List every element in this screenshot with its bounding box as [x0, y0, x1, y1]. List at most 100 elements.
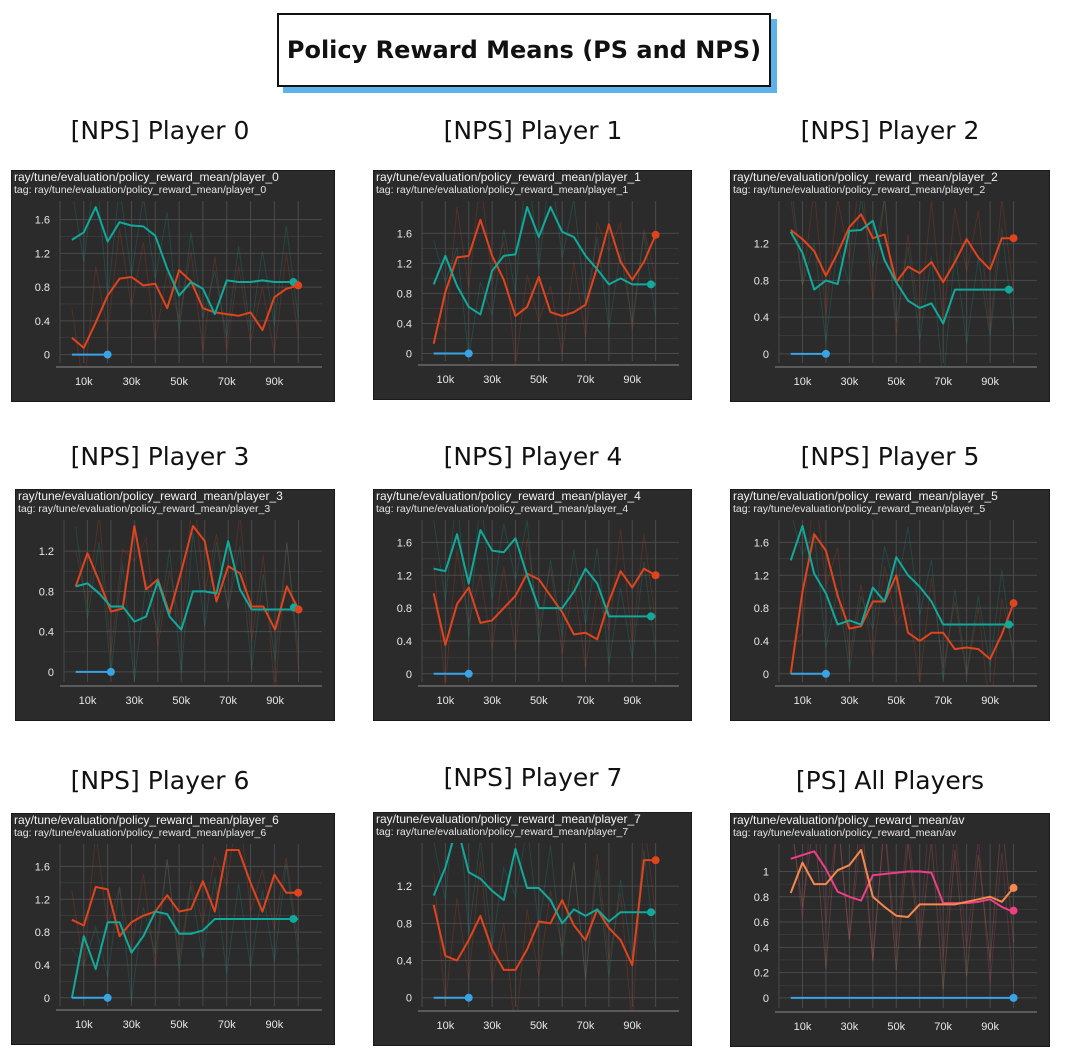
x-tick-label: 90k — [265, 376, 283, 388]
x-tick-label: 10k — [436, 1020, 454, 1032]
y-tick-label: 0.4 — [397, 956, 412, 968]
series-raw-trace — [71, 844, 299, 968]
panel-label: [NPS] Player 6 — [70, 766, 250, 795]
x-tick-label: 10k — [75, 376, 93, 388]
y-tick-label: 1.2 — [35, 248, 50, 260]
x-tick-label: 10k — [79, 695, 97, 707]
y-tick-label: 1.6 — [754, 537, 769, 549]
step-marker — [106, 667, 115, 676]
x-tick-label: 10k — [436, 374, 454, 386]
series-line — [70, 910, 299, 998]
series-raw-trace — [71, 858, 299, 1002]
chart-tag: tag: ray/tune/evaluation/policy_reward_m… — [376, 826, 629, 838]
line-chart: 0 0.4 0.8 1.2 1.6 10k 30k 50k 70k 90k — [35, 201, 322, 388]
series-line — [789, 533, 1015, 674]
y-tick-label: 0 — [44, 350, 50, 362]
line-chart: 0 0.4 0.8 1.2 1.6 10k 30k 50k 70k 90k — [397, 201, 679, 386]
y-tick-label: 0.4 — [35, 960, 50, 972]
series-raw-trace — [73, 201, 299, 337]
y-tick-label: 0 — [48, 667, 54, 679]
series-end-marker — [1004, 620, 1013, 629]
series-line — [71, 269, 299, 349]
y-tick-label: 1.2 — [35, 894, 50, 906]
panel-label: [NPS] Player 7 — [443, 763, 623, 792]
chart-header: ray/tune/evaluation/policy_reward_mean/p… — [376, 490, 641, 516]
chart-header: ray/tune/evaluation/policy_reward_mean/p… — [14, 814, 279, 840]
x-tick-label: 90k — [266, 695, 284, 707]
y-tick-label: 0 — [406, 993, 412, 1005]
x-tick-label: 70k — [577, 695, 595, 707]
chart-card: 0 0.4 0.8 1.2 10k 30k 50k 70k 90k ray/tune/evalua… — [730, 170, 1050, 402]
step-marker — [821, 669, 830, 678]
panel-label: [NPS] Player 2 — [800, 116, 980, 145]
series-end-marker — [1004, 285, 1013, 294]
x-tick-label: 90k — [265, 1019, 283, 1031]
y-tick-label: 1.2 — [754, 239, 769, 251]
x-tick-label: 10k — [794, 376, 812, 388]
series-end-marker — [651, 571, 660, 580]
y-tick-label: 0.8 — [754, 275, 769, 287]
chart-header: ray/tune/evaluation/policy_reward_mean/p… — [733, 171, 998, 197]
x-tick-label: 70k — [934, 695, 952, 707]
x-tick-label: 90k — [981, 695, 999, 707]
step-marker — [103, 350, 112, 359]
y-tick-label: 0.8 — [397, 288, 412, 300]
series-end-marker — [646, 612, 655, 621]
series-raw-trace — [792, 201, 1015, 367]
series-raw-trace — [793, 844, 1015, 987]
series-end-marker — [1009, 234, 1018, 243]
x-tick-label: 30k — [840, 1021, 858, 1033]
chart-card: 0 0.4 0.8 1.2 1.6 10k 30k 50k 70k 90k ray/tune/eva… — [373, 170, 692, 400]
chart-header: ray/tune/evaluation/policy_reward_mean/p… — [733, 490, 998, 516]
series-end-marker — [646, 908, 655, 917]
x-tick-label: 30k — [125, 695, 143, 707]
chart-metric-name: ray/tune/evaluation/policy_reward_mean/p… — [14, 170, 279, 184]
y-tick-label: 1.6 — [35, 215, 50, 227]
chart-metric-name: ray/tune/evaluation/policy_reward_mean/p… — [376, 170, 641, 184]
plot-area — [70, 844, 299, 1002]
y-tick-label: 0.4 — [35, 316, 50, 328]
y-tick-label: 1.2 — [397, 570, 412, 582]
plot-area — [432, 520, 657, 686]
step-marker — [103, 993, 112, 1002]
grid — [421, 520, 679, 682]
series-end-marker — [646, 280, 655, 289]
chart-card: 0 0.4 0.8 1.2 10k 30k 50k 70k 90k ray/tune/evalua… — [15, 489, 335, 721]
line-chart: 0 0.4 0.8 1.2 1.6 10k 30k 50k 70k 90k — [35, 844, 322, 1031]
x-tick-label: 50k — [170, 376, 188, 388]
x-tick-label: 30k — [483, 1020, 501, 1032]
y-tick-label: 0.8 — [754, 603, 769, 615]
chart-metric-name: ray/tune/evaluation/policy_reward_mean/p… — [14, 813, 279, 827]
grid — [59, 201, 322, 363]
x-tick-label: 10k — [436, 695, 454, 707]
y-tick-label: 0.8 — [35, 282, 50, 294]
page-title: Policy Reward Means (PS and NPS) — [277, 13, 771, 87]
y-tick-label: 0.4 — [754, 942, 769, 954]
step-marker — [821, 349, 830, 358]
y-tick-label: 1.2 — [397, 881, 412, 893]
chart-metric-name: ray/tune/evaluation/policy_reward_mean/p… — [376, 489, 641, 503]
series-line — [790, 850, 1014, 913]
series-line — [789, 849, 1015, 918]
series-raw-trace — [433, 201, 657, 358]
chart-tag: tag: ray/tune/evaluation/policy_reward_m… — [376, 184, 629, 196]
panel-label: [NPS] Player 4 — [443, 442, 623, 471]
x-tick-label: 50k — [172, 695, 190, 707]
y-tick-label: 1.2 — [754, 570, 769, 582]
y-tick-label: 0.8 — [397, 603, 412, 615]
series-end-marker — [1009, 599, 1018, 608]
x-tick-label: 50k — [170, 1019, 188, 1031]
y-tick-label: 0.4 — [39, 627, 54, 639]
y-tick-label: 0.8 — [754, 892, 769, 904]
y-tick-label: 1.6 — [397, 537, 412, 549]
plot-area — [789, 844, 1015, 990]
x-tick-label: 10k — [75, 1019, 93, 1031]
series-raw-trace — [433, 529, 657, 686]
panel-label: [NPS] Player 0 — [70, 116, 250, 145]
x-tick-label: 30k — [123, 1019, 141, 1031]
y-tick-label: 0.8 — [35, 927, 50, 939]
y-tick-label: 1.6 — [35, 861, 50, 873]
chart-card: 0 0.2 0.4 0.6 0.8 1 10k 30k 50k 70k 90k ray/tune/ev… — [730, 813, 1050, 1047]
line-chart: 0 0.4 0.8 1.2 10k 30k 50k 70k 90k — [754, 201, 1037, 388]
series-raw-trace — [790, 520, 1015, 686]
